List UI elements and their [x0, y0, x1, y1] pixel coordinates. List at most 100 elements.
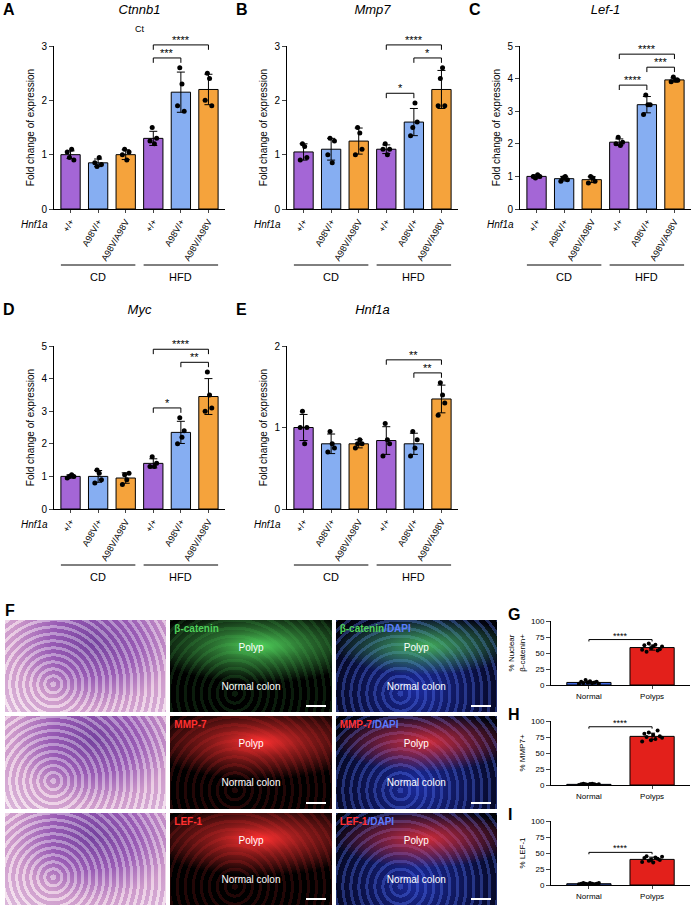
svg-text:A98V/A98V: A98V/A98V — [99, 218, 131, 263]
svg-text:A98V/+: A98V/+ — [546, 218, 570, 249]
svg-text:Ct: Ct — [135, 24, 144, 34]
svg-text:****: **** — [613, 843, 628, 853]
svg-text:Hnf1a: Hnf1a — [254, 219, 281, 230]
svg-text:% MMP7+: % MMP7+ — [518, 734, 527, 771]
svg-text:CD: CD — [90, 571, 106, 583]
svg-text:4: 4 — [41, 373, 47, 384]
svg-text:A98V/+: A98V/+ — [80, 518, 104, 549]
svg-text:A98V/+: A98V/+ — [629, 218, 653, 249]
svg-text:75: 75 — [535, 833, 544, 842]
svg-text:+/+: +/+ — [377, 218, 392, 234]
svg-text:HFD: HFD — [402, 271, 425, 283]
svg-text:***: *** — [654, 56, 668, 68]
svg-text:0: 0 — [540, 881, 545, 890]
svg-text:A98V/+: A98V/+ — [396, 518, 420, 549]
svg-text:Hnf1a: Hnf1a — [355, 302, 390, 317]
svg-text:% LEF-1: % LEF-1 — [518, 837, 527, 869]
svg-text:****: **** — [613, 631, 628, 641]
svg-text:Lef-1: Lef-1 — [591, 2, 621, 17]
svg-text:Normal: Normal — [576, 892, 602, 901]
svg-text:A98V/+: A98V/+ — [80, 218, 104, 249]
svg-text:A98V/+: A98V/+ — [313, 218, 337, 249]
svg-text:0: 0 — [274, 204, 280, 215]
svg-text:0: 0 — [540, 681, 545, 690]
svg-text:A98V/A98V: A98V/A98V — [415, 218, 447, 263]
svg-text:****: **** — [624, 74, 642, 86]
svg-text:0: 0 — [507, 204, 513, 215]
svg-text:5: 5 — [507, 41, 513, 52]
svg-text:25: 25 — [535, 765, 544, 774]
svg-text:25: 25 — [535, 865, 544, 874]
svg-text:****: **** — [638, 43, 656, 55]
svg-text:****: **** — [405, 34, 423, 46]
svg-text:Myc: Myc — [128, 302, 152, 317]
svg-text:****: **** — [172, 338, 190, 350]
svg-text:0: 0 — [41, 504, 47, 515]
svg-text:Fold change of expression: Fold change of expression — [258, 69, 269, 186]
svg-text:5: 5 — [41, 341, 47, 352]
svg-text:Polyps: Polyps — [640, 792, 664, 801]
svg-text:2: 2 — [507, 138, 513, 149]
svg-text:CD: CD — [323, 571, 339, 583]
svg-text:A98V/A98V: A98V/A98V — [182, 218, 214, 263]
svg-text:**: ** — [423, 362, 432, 374]
svg-text:2: 2 — [41, 95, 47, 106]
svg-text:100: 100 — [531, 817, 545, 826]
svg-text:Mmp7: Mmp7 — [354, 2, 391, 17]
svg-text:2: 2 — [274, 95, 280, 106]
svg-text:Normal: Normal — [576, 792, 602, 801]
svg-text:Hnf1a: Hnf1a — [21, 519, 48, 530]
svg-text:Polyps: Polyps — [640, 892, 664, 901]
svg-text:Hnf1a: Hnf1a — [21, 219, 48, 230]
svg-text:+/+: +/+ — [377, 518, 392, 534]
svg-text:+/+: +/+ — [610, 218, 625, 234]
svg-text:HFD: HFD — [402, 571, 425, 583]
svg-text:**: ** — [190, 351, 199, 363]
svg-text:+/+: +/+ — [294, 518, 309, 534]
svg-text:A98V/A98V: A98V/A98V — [182, 518, 214, 563]
svg-text:2: 2 — [41, 438, 47, 449]
svg-text:****: **** — [172, 34, 190, 46]
svg-text:+/+: +/+ — [61, 218, 76, 234]
svg-text:A98V/A98V: A98V/A98V — [648, 218, 680, 263]
svg-text:+/+: +/+ — [144, 518, 159, 534]
svg-text:Fold change of expression: Fold change of expression — [491, 69, 502, 186]
svg-text:Fold change of expression: Fold change of expression — [258, 369, 269, 486]
svg-text:CD: CD — [556, 271, 572, 283]
svg-text:Hnf1a: Hnf1a — [487, 219, 514, 230]
svg-text:A98V/+: A98V/+ — [313, 518, 337, 549]
svg-text:A98V/A98V: A98V/A98V — [565, 218, 597, 263]
svg-text:Polyps: Polyps — [640, 692, 664, 701]
svg-text:A98V/A98V: A98V/A98V — [332, 518, 364, 563]
svg-text:1: 1 — [41, 149, 47, 160]
svg-text:0: 0 — [41, 204, 47, 215]
svg-text:100: 100 — [531, 717, 545, 726]
svg-text:HFD: HFD — [169, 271, 192, 283]
svg-text:0: 0 — [274, 504, 280, 515]
svg-text:+/+: +/+ — [294, 218, 309, 234]
svg-text:4: 4 — [507, 73, 513, 84]
svg-text:3: 3 — [507, 106, 513, 117]
svg-text:A98V/+: A98V/+ — [163, 218, 187, 249]
svg-text:0: 0 — [540, 781, 545, 790]
svg-text:+/+: +/+ — [144, 218, 159, 234]
svg-text:100: 100 — [531, 617, 545, 626]
svg-text:3: 3 — [41, 41, 47, 52]
svg-text:+/+: +/+ — [61, 518, 76, 534]
svg-text:75: 75 — [535, 733, 544, 742]
svg-text:75: 75 — [535, 633, 544, 642]
svg-text:***: *** — [160, 47, 174, 59]
svg-text:CD: CD — [90, 271, 106, 283]
svg-text:3: 3 — [274, 41, 280, 52]
svg-text:HFD: HFD — [169, 571, 192, 583]
svg-text:2: 2 — [274, 341, 280, 352]
svg-text:1: 1 — [274, 422, 280, 433]
svg-text:*: * — [165, 397, 170, 409]
svg-text:**: ** — [409, 349, 418, 361]
svg-text:A98V/A98V: A98V/A98V — [99, 518, 131, 563]
svg-text:Fold change of expression: Fold change of expression — [25, 69, 36, 186]
svg-text:Ctnnb1: Ctnnb1 — [119, 2, 161, 17]
svg-text:+/+: +/+ — [527, 218, 542, 234]
svg-text:****: **** — [613, 718, 628, 728]
svg-text:Hnf1a: Hnf1a — [254, 519, 281, 530]
